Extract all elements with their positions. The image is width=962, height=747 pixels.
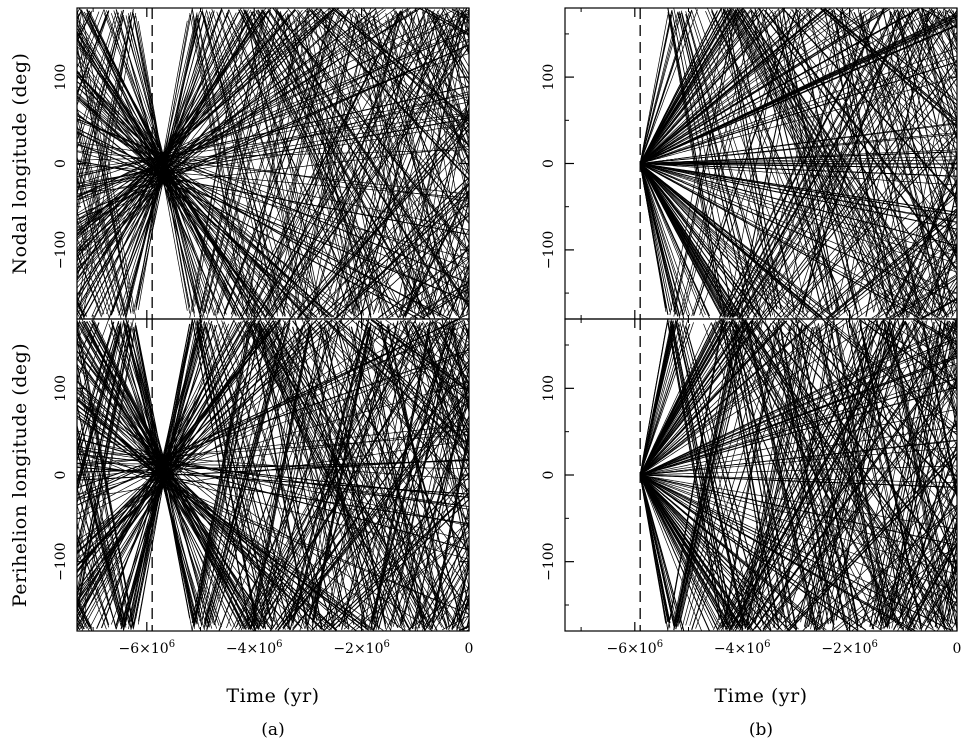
subplot-top: −100 0 100 xyxy=(541,8,957,319)
y-tick-label: 0 xyxy=(541,159,557,168)
y-axis-title: Perihelion longitude (deg) xyxy=(9,343,31,607)
x-tick-label: −4×106 xyxy=(226,639,283,657)
y-tick-label: 100 xyxy=(53,64,69,91)
x-axis-title: Time (yr) xyxy=(714,685,807,707)
y-tick-label: 100 xyxy=(53,375,69,402)
trajectory-lines xyxy=(77,319,469,631)
y-tick-label: 100 xyxy=(541,64,557,91)
x-tick-exponent: 6 xyxy=(764,639,770,650)
x-tick-exponent: 6 xyxy=(169,639,175,650)
x-tick-exponent: 6 xyxy=(872,639,878,650)
x-tick-label: −6×106 xyxy=(607,639,664,657)
panel-a: −100 0 100 Nodal longitude (deg) −100 0 100 Per… xyxy=(9,8,473,740)
x-tick-label: 0 xyxy=(465,641,474,657)
subplot-top: −100 0 100 Nodal longitude (deg) xyxy=(9,8,469,319)
y-axis-title: Nodal longitude (deg) xyxy=(9,53,31,275)
x-tick-label: −4×106 xyxy=(714,639,771,657)
trajectory-lines xyxy=(640,319,957,631)
panel-caption: (a) xyxy=(261,720,284,740)
trajectory-lines xyxy=(77,8,469,319)
y-tick-label: −100 xyxy=(541,542,557,580)
trajectory-lines xyxy=(640,8,957,319)
y-tick-label: −100 xyxy=(53,231,69,269)
x-tick-exponent: 6 xyxy=(657,639,663,650)
panel-caption: (b) xyxy=(749,720,773,740)
x-axis-title: Time (yr) xyxy=(226,685,319,707)
x-tick-exponent: 6 xyxy=(276,639,282,650)
y-tick-label: −100 xyxy=(541,231,557,269)
x-tick-label: −6×106 xyxy=(119,639,176,657)
y-tick-label: 0 xyxy=(53,159,69,168)
y-tick-label: −100 xyxy=(53,542,69,580)
x-tick-label: −2×106 xyxy=(821,639,878,657)
y-tick-label: 100 xyxy=(541,375,557,402)
panel-b: −100 0 100 −100 0 100 −6×106 −4×106 −2×106 0 Time … xyxy=(541,8,961,740)
subplot-bottom: −100 0 100 xyxy=(541,319,957,631)
x-tick-label: −2×106 xyxy=(333,639,390,657)
y-tick-label: 0 xyxy=(53,471,69,480)
x-tick-label: 0 xyxy=(953,641,962,657)
subplot-bottom: −100 0 100 Perihelion longitude (deg) xyxy=(9,319,469,631)
y-tick-label: 0 xyxy=(541,471,557,480)
x-tick-exponent: 6 xyxy=(384,639,390,650)
